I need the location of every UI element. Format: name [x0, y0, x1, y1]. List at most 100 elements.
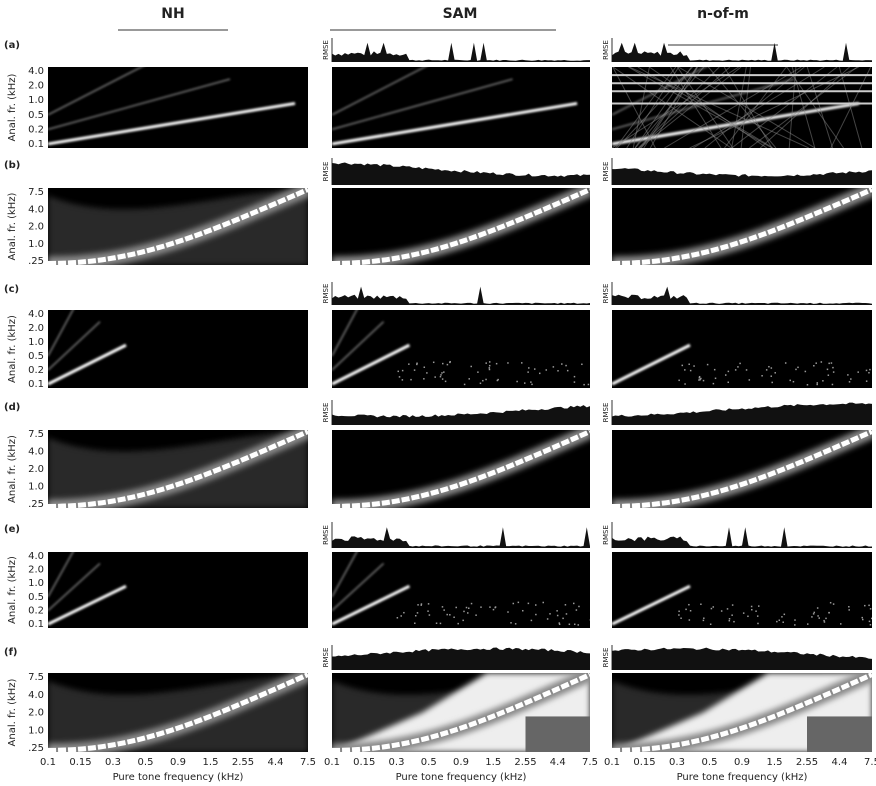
- rmse-label: RMSE: [322, 40, 330, 60]
- x-axis-label: Pure tone frequency (kHz): [113, 772, 244, 783]
- noise: [463, 611, 465, 613]
- y-tick-label: 0.5: [28, 592, 44, 603]
- noise: [680, 617, 682, 619]
- noise: [539, 373, 541, 375]
- heatmap: [332, 188, 590, 265]
- noise: [758, 605, 760, 607]
- noise: [732, 604, 734, 606]
- rmse-strip: [612, 287, 872, 305]
- noise: [440, 374, 442, 376]
- noise: [703, 380, 705, 382]
- heatmap: [612, 310, 872, 388]
- x-tick-label: 2.55: [232, 757, 254, 768]
- x-tick-label: 4.4: [550, 757, 566, 768]
- noise: [446, 614, 448, 616]
- rmse-label: RMSE: [602, 403, 610, 423]
- noise: [415, 615, 417, 617]
- noise: [870, 608, 872, 610]
- heatmap: [48, 298, 308, 388]
- heatmap: [332, 298, 590, 388]
- heatmap: [332, 541, 591, 628]
- noise: [825, 618, 827, 620]
- noise: [700, 604, 702, 606]
- row-label: (a): [4, 40, 20, 51]
- rmse-strip: [332, 287, 590, 305]
- noise: [682, 365, 684, 367]
- noise: [713, 606, 715, 608]
- x-tick-label: 7.5: [864, 757, 876, 768]
- heatmap-bg: [612, 310, 872, 388]
- heatmap-bg: [332, 310, 590, 388]
- noise: [531, 620, 533, 622]
- noise: [747, 616, 749, 618]
- x-tick-label: 0.9: [453, 757, 469, 768]
- noise: [689, 619, 691, 621]
- rmse-label: RMSE: [602, 648, 610, 668]
- noise: [794, 619, 796, 621]
- noise: [739, 363, 741, 365]
- noise: [535, 614, 537, 616]
- x-tick-label: 0.1: [604, 757, 620, 768]
- x-tick-label: 0.1: [324, 757, 340, 768]
- noise: [789, 380, 791, 382]
- noise: [561, 363, 563, 365]
- heatmap: [48, 541, 308, 628]
- noise: [832, 384, 834, 386]
- noise: [784, 614, 786, 616]
- noise: [489, 606, 491, 608]
- noise: [443, 609, 445, 611]
- noise: [522, 610, 524, 612]
- noise: [768, 366, 770, 368]
- noise: [421, 603, 423, 605]
- noise: [751, 609, 753, 611]
- noise: [822, 380, 824, 382]
- noise: [871, 618, 873, 620]
- noise: [535, 604, 537, 606]
- column-title: SAM: [443, 6, 478, 22]
- rmse-strip: [612, 403, 872, 425]
- x-tick-label: 0.15: [353, 757, 375, 768]
- noise: [468, 378, 470, 380]
- noise: [847, 374, 849, 376]
- noise: [743, 612, 745, 614]
- rmse-label: RMSE: [322, 648, 330, 668]
- noise: [414, 622, 416, 624]
- noise: [832, 367, 834, 369]
- y-tick-label: 4.0: [28, 309, 44, 320]
- noise: [755, 610, 757, 612]
- noise: [403, 612, 405, 614]
- rmse-strip: [332, 43, 590, 62]
- noise: [817, 615, 819, 617]
- noise: [569, 624, 571, 626]
- noise: [559, 622, 561, 624]
- noise: [489, 369, 491, 371]
- noise: [868, 372, 870, 374]
- noise: [850, 378, 852, 380]
- y-tick-label: 2.0: [28, 81, 44, 92]
- noise: [828, 374, 830, 376]
- noise: [857, 371, 859, 373]
- noise: [549, 613, 551, 615]
- noise: [737, 366, 739, 368]
- y-tick-label: 2.0: [28, 708, 44, 719]
- noise: [751, 606, 753, 608]
- noise: [489, 367, 491, 369]
- heatmap: [612, 55, 872, 148]
- y-axis-label: Anal. fr. (kHz): [7, 678, 18, 746]
- noise: [690, 370, 692, 372]
- noise: [480, 606, 482, 608]
- noise: [449, 614, 451, 616]
- noise: [557, 370, 559, 372]
- noise: [507, 362, 509, 364]
- noise: [565, 365, 567, 367]
- y-tick-label: 2.0: [28, 222, 44, 233]
- noise: [866, 380, 868, 382]
- noise: [510, 622, 512, 624]
- y-tick-label: 1.0: [28, 95, 44, 106]
- noise: [462, 620, 464, 622]
- row-label: (f): [4, 647, 18, 658]
- dark-block: [526, 716, 591, 752]
- noise: [869, 621, 871, 623]
- noise: [797, 367, 799, 369]
- noise: [436, 622, 438, 624]
